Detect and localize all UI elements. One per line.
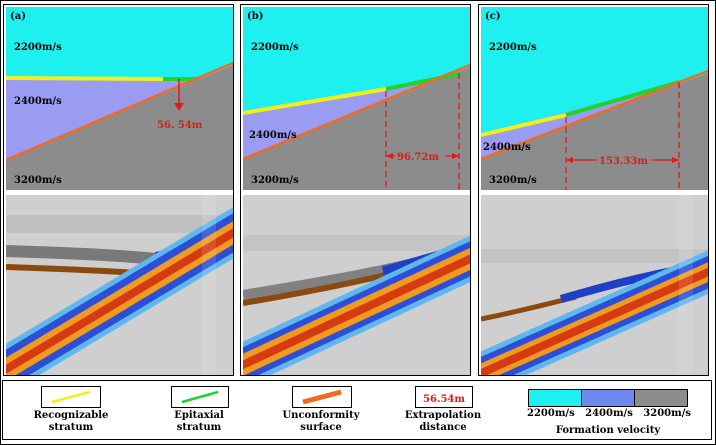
formation-velocity-title: Formation velocity (555, 425, 661, 436)
legend-epitaxial-sample (171, 386, 229, 408)
recognizable-stratum-swatch (51, 390, 91, 404)
colorbar-label-2400: 2400m/s (585, 408, 633, 419)
legend-extrapolation-sample: 56.54m (415, 386, 473, 408)
velocity-label-2400: 2400m/s (14, 96, 62, 107)
measure-arrow-left (386, 153, 393, 159)
unconformity-surface-line (481, 69, 708, 161)
velocity-label-3200: 3200m/s (251, 175, 299, 186)
colorbar-label-3200: 3200m/s (643, 408, 691, 419)
panel-a-graphic: (a) 2200m/s 2400m/s 3200m/s 56. 54m (6, 7, 233, 375)
panel-c: 153.33m (c) 2200m/s 2400m/s 3200m/s (478, 4, 709, 376)
panel-a-label: (a) (10, 11, 26, 22)
panel-b: 96.72m (b) 2200m/s 2400m/s 3200m/s (240, 4, 471, 376)
velocity-label-3200: 3200m/s (489, 175, 537, 186)
formation-velocity-colorbar (528, 389, 688, 407)
velocity-layer-3200 (6, 65, 233, 190)
panel-b-graphic: 96.72m (b) 2200m/s 2400m/s 3200m/s (243, 7, 470, 375)
panel-c-graphic: 153.33m (c) 2200m/s 2400m/s 3200m/s (481, 7, 708, 375)
epitaxial-stratum-line (385, 72, 460, 91)
extrapolation-distance-a: 56. 54m (157, 120, 203, 131)
colorbar-label-2200: 2200m/s (527, 408, 575, 419)
extrapolation-arrow-head (174, 103, 184, 111)
velocity-label-2200: 2200m/s (251, 42, 299, 53)
colorbar-2400 (582, 390, 635, 406)
panel-a: (a) 2200m/s 2400m/s 3200m/s 56. 54m (3, 4, 234, 376)
extrapolation-distance-b: 96.72m (397, 152, 439, 163)
colorbar-tick-labels: 2200m/s 2400m/s 3200m/s (527, 408, 691, 419)
measure-arrow-right (452, 153, 459, 159)
unconformity-surface-line (6, 61, 233, 162)
unconformity-surface-line (243, 63, 470, 161)
recognizable-stratum-line (243, 87, 387, 115)
measure-arrow-right (672, 157, 679, 163)
legend-epitaxial-label: Epitaxial stratum (174, 410, 224, 433)
colorbar-3200 (635, 390, 687, 406)
recognizable-stratum-line (481, 113, 567, 137)
velocity-label-2400: 2400m/s (483, 142, 531, 153)
legend-unconformity-sample (292, 386, 352, 408)
unconformity-surface-swatch (302, 389, 342, 405)
legend: Recognizable stratum Epitaxial stratum U… (2, 380, 712, 440)
legend-recognizable-label: Recognizable stratum (33, 410, 109, 433)
velocity-label-2400: 2400m/s (249, 130, 297, 141)
colorbar-2200 (529, 390, 582, 406)
measure-arrow-left (566, 157, 573, 163)
seismic-section-c (481, 195, 708, 375)
velocity-label-3200: 3200m/s (14, 175, 62, 186)
panel-b-label: (b) (247, 11, 263, 22)
epitaxial-stratum-swatch (181, 390, 219, 404)
panel-c-label: (c) (485, 11, 501, 22)
recognizable-stratum-line (6, 76, 164, 81)
extrapolation-distance-c: 153.33m (599, 156, 648, 167)
legend-unconformity-label: Unconformity surface (282, 410, 360, 433)
epitaxial-stratum-line (565, 80, 680, 117)
seismic-section-b (243, 195, 470, 375)
velocity-label-2200: 2200m/s (489, 42, 537, 53)
legend-recognizable-sample (41, 386, 101, 408)
extrapolation-sample-text: 56.54m (423, 394, 465, 405)
legend-extrapolation-label: Extrapolation distance (404, 410, 482, 433)
velocity-label-2200: 2200m/s (14, 42, 62, 53)
seismic-section-a (6, 189, 233, 375)
